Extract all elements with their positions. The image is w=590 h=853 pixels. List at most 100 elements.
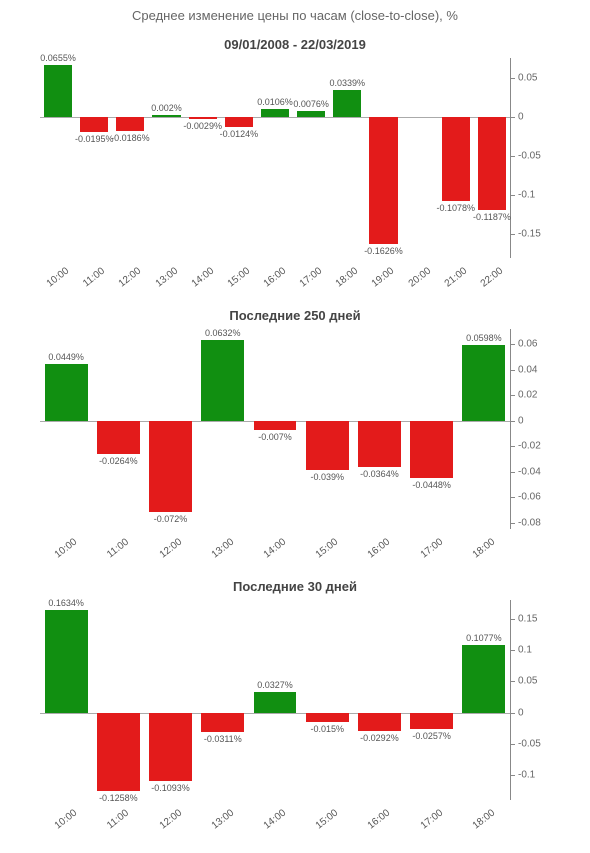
bar-value-label: -0.0186% bbox=[111, 133, 150, 143]
bar bbox=[152, 115, 180, 117]
x-tick-label: 18:00 bbox=[471, 536, 497, 560]
chart-title: 09/01/2008 - 22/03/2019 bbox=[0, 27, 590, 58]
y-tick-mark bbox=[510, 344, 515, 345]
y-tick-label: -0.1 bbox=[518, 190, 535, 201]
bar bbox=[261, 109, 289, 117]
y-tick-label: 0.02 bbox=[518, 390, 537, 401]
y-tick-mark bbox=[510, 681, 515, 682]
bar bbox=[254, 421, 297, 430]
y-tick-label: -0.05 bbox=[518, 151, 541, 162]
bar-value-label: 0.0076% bbox=[293, 99, 329, 109]
y-tick-mark bbox=[510, 395, 515, 396]
chart-title: Последние 250 дней bbox=[0, 298, 590, 329]
y-tick-label: 0 bbox=[518, 707, 524, 718]
y-tick-label: 0.05 bbox=[518, 72, 537, 83]
bar bbox=[358, 713, 401, 731]
x-tick-label: 15:00 bbox=[314, 536, 340, 560]
bar-value-label: -0.0448% bbox=[412, 480, 451, 490]
bar-value-label: 0.0327% bbox=[257, 680, 293, 690]
bar bbox=[442, 117, 470, 202]
y-tick-label: 0 bbox=[518, 111, 524, 122]
y-axis bbox=[510, 329, 511, 529]
bar bbox=[369, 117, 397, 245]
bar-value-label: 0.1077% bbox=[466, 633, 502, 643]
x-tick-label: 16:00 bbox=[262, 265, 288, 289]
x-tick-label: 11:00 bbox=[81, 266, 107, 290]
y-tick-mark bbox=[510, 117, 515, 118]
bar-value-label: -0.1258% bbox=[99, 793, 138, 803]
bar-value-label: 0.1634% bbox=[48, 598, 84, 608]
y-tick-label: -0.08 bbox=[518, 517, 541, 528]
bar bbox=[462, 645, 505, 712]
bar bbox=[149, 713, 192, 781]
chart-title-plain: Последние 250 дней bbox=[229, 308, 360, 323]
y-tick-mark bbox=[510, 713, 515, 714]
y-tick-label: 0.05 bbox=[518, 676, 537, 687]
y-tick-mark bbox=[510, 421, 515, 422]
bar bbox=[201, 340, 244, 421]
x-tick-label: 14:00 bbox=[262, 536, 288, 560]
chart-title-plain: 09/01/2008 - 22 bbox=[224, 37, 315, 52]
chart-block-chart3: Последние 30 дней-0.1-0.0500.050.10.150.… bbox=[0, 569, 590, 840]
y-tick-mark bbox=[510, 156, 515, 157]
y-tick-label: -0.05 bbox=[518, 738, 541, 749]
plot-area: -0.1-0.0500.050.10.150.1634%10:00-0.1258… bbox=[30, 600, 560, 840]
bar bbox=[45, 364, 88, 421]
chart-title-plain: Последние 30 дней bbox=[233, 579, 357, 594]
y-tick-mark bbox=[510, 523, 515, 524]
x-tick-label: 18:00 bbox=[471, 807, 497, 831]
x-tick-label: 11:00 bbox=[105, 537, 131, 561]
bar bbox=[358, 421, 401, 467]
y-tick-mark bbox=[510, 472, 515, 473]
bar bbox=[225, 117, 253, 127]
bar-value-label: -0.0124% bbox=[220, 129, 259, 139]
bar bbox=[80, 117, 108, 132]
y-tick-mark bbox=[510, 497, 515, 498]
bar-value-label: -0.072% bbox=[154, 514, 188, 524]
bar bbox=[116, 117, 144, 132]
bar-value-label: -0.0195% bbox=[75, 134, 114, 144]
x-tick-label: 14:00 bbox=[262, 807, 288, 831]
y-tick-label: 0 bbox=[518, 415, 524, 426]
bar-value-label: -0.0311% bbox=[204, 734, 242, 744]
plot-area: -0.15-0.1-0.0500.050.0655%10:00-0.0195%1… bbox=[30, 58, 560, 298]
bar bbox=[306, 713, 349, 722]
bar bbox=[149, 421, 192, 513]
bar bbox=[478, 117, 506, 210]
bar-value-label: -0.0364% bbox=[360, 469, 399, 479]
chart-title: Последние 30 дней bbox=[0, 569, 590, 600]
x-tick-label: 22:00 bbox=[479, 265, 505, 289]
bar bbox=[254, 692, 297, 712]
x-tick-label: 12:00 bbox=[117, 265, 143, 289]
x-tick-label: 10:00 bbox=[53, 807, 79, 831]
x-tick-label: 13:00 bbox=[210, 536, 236, 560]
y-tick-label: 0.1 bbox=[518, 645, 532, 656]
bar bbox=[44, 65, 72, 116]
y-tick-mark bbox=[510, 744, 515, 745]
bar bbox=[333, 90, 361, 117]
bar-value-label: 0.0598% bbox=[466, 333, 502, 343]
x-tick-label: 15:00 bbox=[314, 807, 340, 831]
bar-value-label: -0.0257% bbox=[412, 731, 451, 741]
y-axis bbox=[510, 600, 511, 800]
bar bbox=[306, 421, 349, 471]
y-axis bbox=[510, 58, 511, 258]
bar-value-label: 0.0106% bbox=[257, 97, 293, 107]
y-tick-mark bbox=[510, 195, 515, 196]
bar-value-label: -0.0264% bbox=[99, 456, 138, 466]
x-tick-label: 12:00 bbox=[157, 807, 183, 831]
bar-value-label: -0.1078% bbox=[437, 203, 476, 213]
bar-value-label: 0.0339% bbox=[330, 78, 366, 88]
x-tick-label: 13:00 bbox=[153, 265, 179, 289]
chart-block-chart2: Последние 250 дней-0.08-0.06-0.04-0.0200… bbox=[0, 298, 590, 569]
plot-area: -0.08-0.06-0.04-0.0200.020.040.060.0449%… bbox=[30, 329, 560, 569]
x-tick-label: 15:00 bbox=[226, 265, 252, 289]
x-tick-label: 16:00 bbox=[366, 807, 392, 831]
x-tick-label: 11:00 bbox=[105, 808, 131, 832]
bar-value-label: -0.1093% bbox=[151, 783, 190, 793]
bar bbox=[97, 421, 140, 455]
bar-value-label: 0.002% bbox=[151, 103, 182, 113]
x-tick-label: 21:00 bbox=[443, 265, 469, 289]
bar-value-label: -0.007% bbox=[258, 432, 292, 442]
y-tick-label: -0.06 bbox=[518, 492, 541, 503]
